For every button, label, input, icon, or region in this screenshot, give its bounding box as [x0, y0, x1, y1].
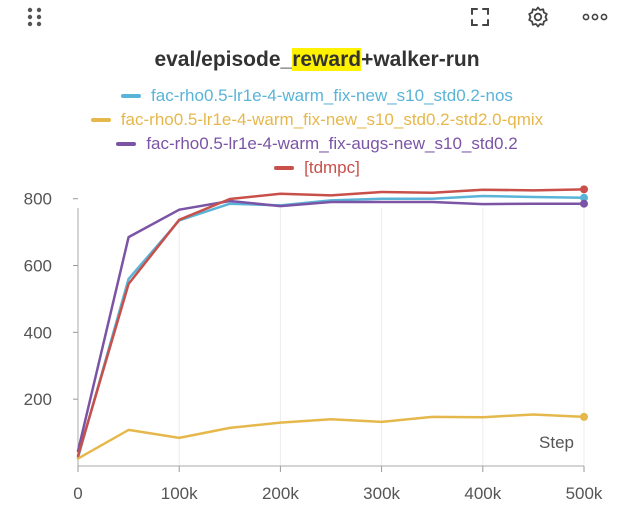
legend-entry[interactable]: fac-rho0.5-lr1e-4-warm_fix-new_s10_std0.…: [0, 108, 634, 132]
series-end-point: [580, 199, 588, 208]
series-end-point: [580, 193, 588, 202]
x-axis-label: Step: [539, 433, 574, 452]
legend-swatch: [90, 118, 111, 122]
x-tick-label: 500k: [566, 484, 603, 503]
series-line: [76, 199, 586, 453]
chart-title: eval/episode_reward+walker-run: [0, 48, 634, 72]
x-tick-label: 100k: [161, 484, 198, 503]
expand-icon[interactable]: [466, 4, 494, 30]
x-tick-label: 300k: [363, 484, 400, 503]
legend-swatch: [116, 142, 137, 146]
more-options-icon[interactable]: [580, 4, 610, 30]
legend-entry[interactable]: fac-rho0.5-lr1e-4-warm_fix-augs-new_s10_…: [0, 132, 634, 156]
legend-label: fac-rho0.5-lr1e-4-warm_fix-new_s10_std0.…: [120, 110, 544, 129]
series-line: [76, 413, 586, 460]
series-end-point: [580, 185, 588, 194]
legend-entry[interactable]: [tdmpc]: [0, 156, 634, 180]
title-suffix: +walker-run: [361, 48, 480, 71]
gear-icon[interactable]: [524, 4, 552, 30]
y-tick-label: 200: [24, 390, 52, 409]
y-tick-label: 600: [24, 257, 52, 276]
title-highlight: reward: [292, 48, 362, 71]
legend-label: fac-rho0.5-lr1e-4-warm_fix-augs-new_s10_…: [146, 134, 518, 153]
series-end-point: [580, 412, 588, 421]
legend-entry[interactable]: fac-rho0.5-lr1e-4-warm_fix-new_s10_std0.…: [0, 84, 634, 108]
drag-handle-icon[interactable]: [22, 4, 48, 30]
x-tick-label: 0: [73, 484, 82, 503]
legend: fac-rho0.5-lr1e-4-warm_fix-new_s10_std0.…: [0, 84, 634, 180]
y-tick-label: 800: [24, 190, 52, 209]
y-tick-label: 400: [24, 323, 52, 342]
x-tick-label: 400k: [464, 484, 501, 503]
x-tick-label: 200k: [262, 484, 299, 503]
legend-swatch: [274, 166, 295, 170]
series-line: [76, 188, 586, 458]
legend-swatch: [121, 94, 142, 98]
title-prefix: eval/episode_: [154, 48, 293, 71]
legend-label: fac-rho0.5-lr1e-4-warm_fix-new_s10_std0.…: [151, 86, 513, 105]
legend-label: [tdmpc]: [304, 158, 360, 177]
